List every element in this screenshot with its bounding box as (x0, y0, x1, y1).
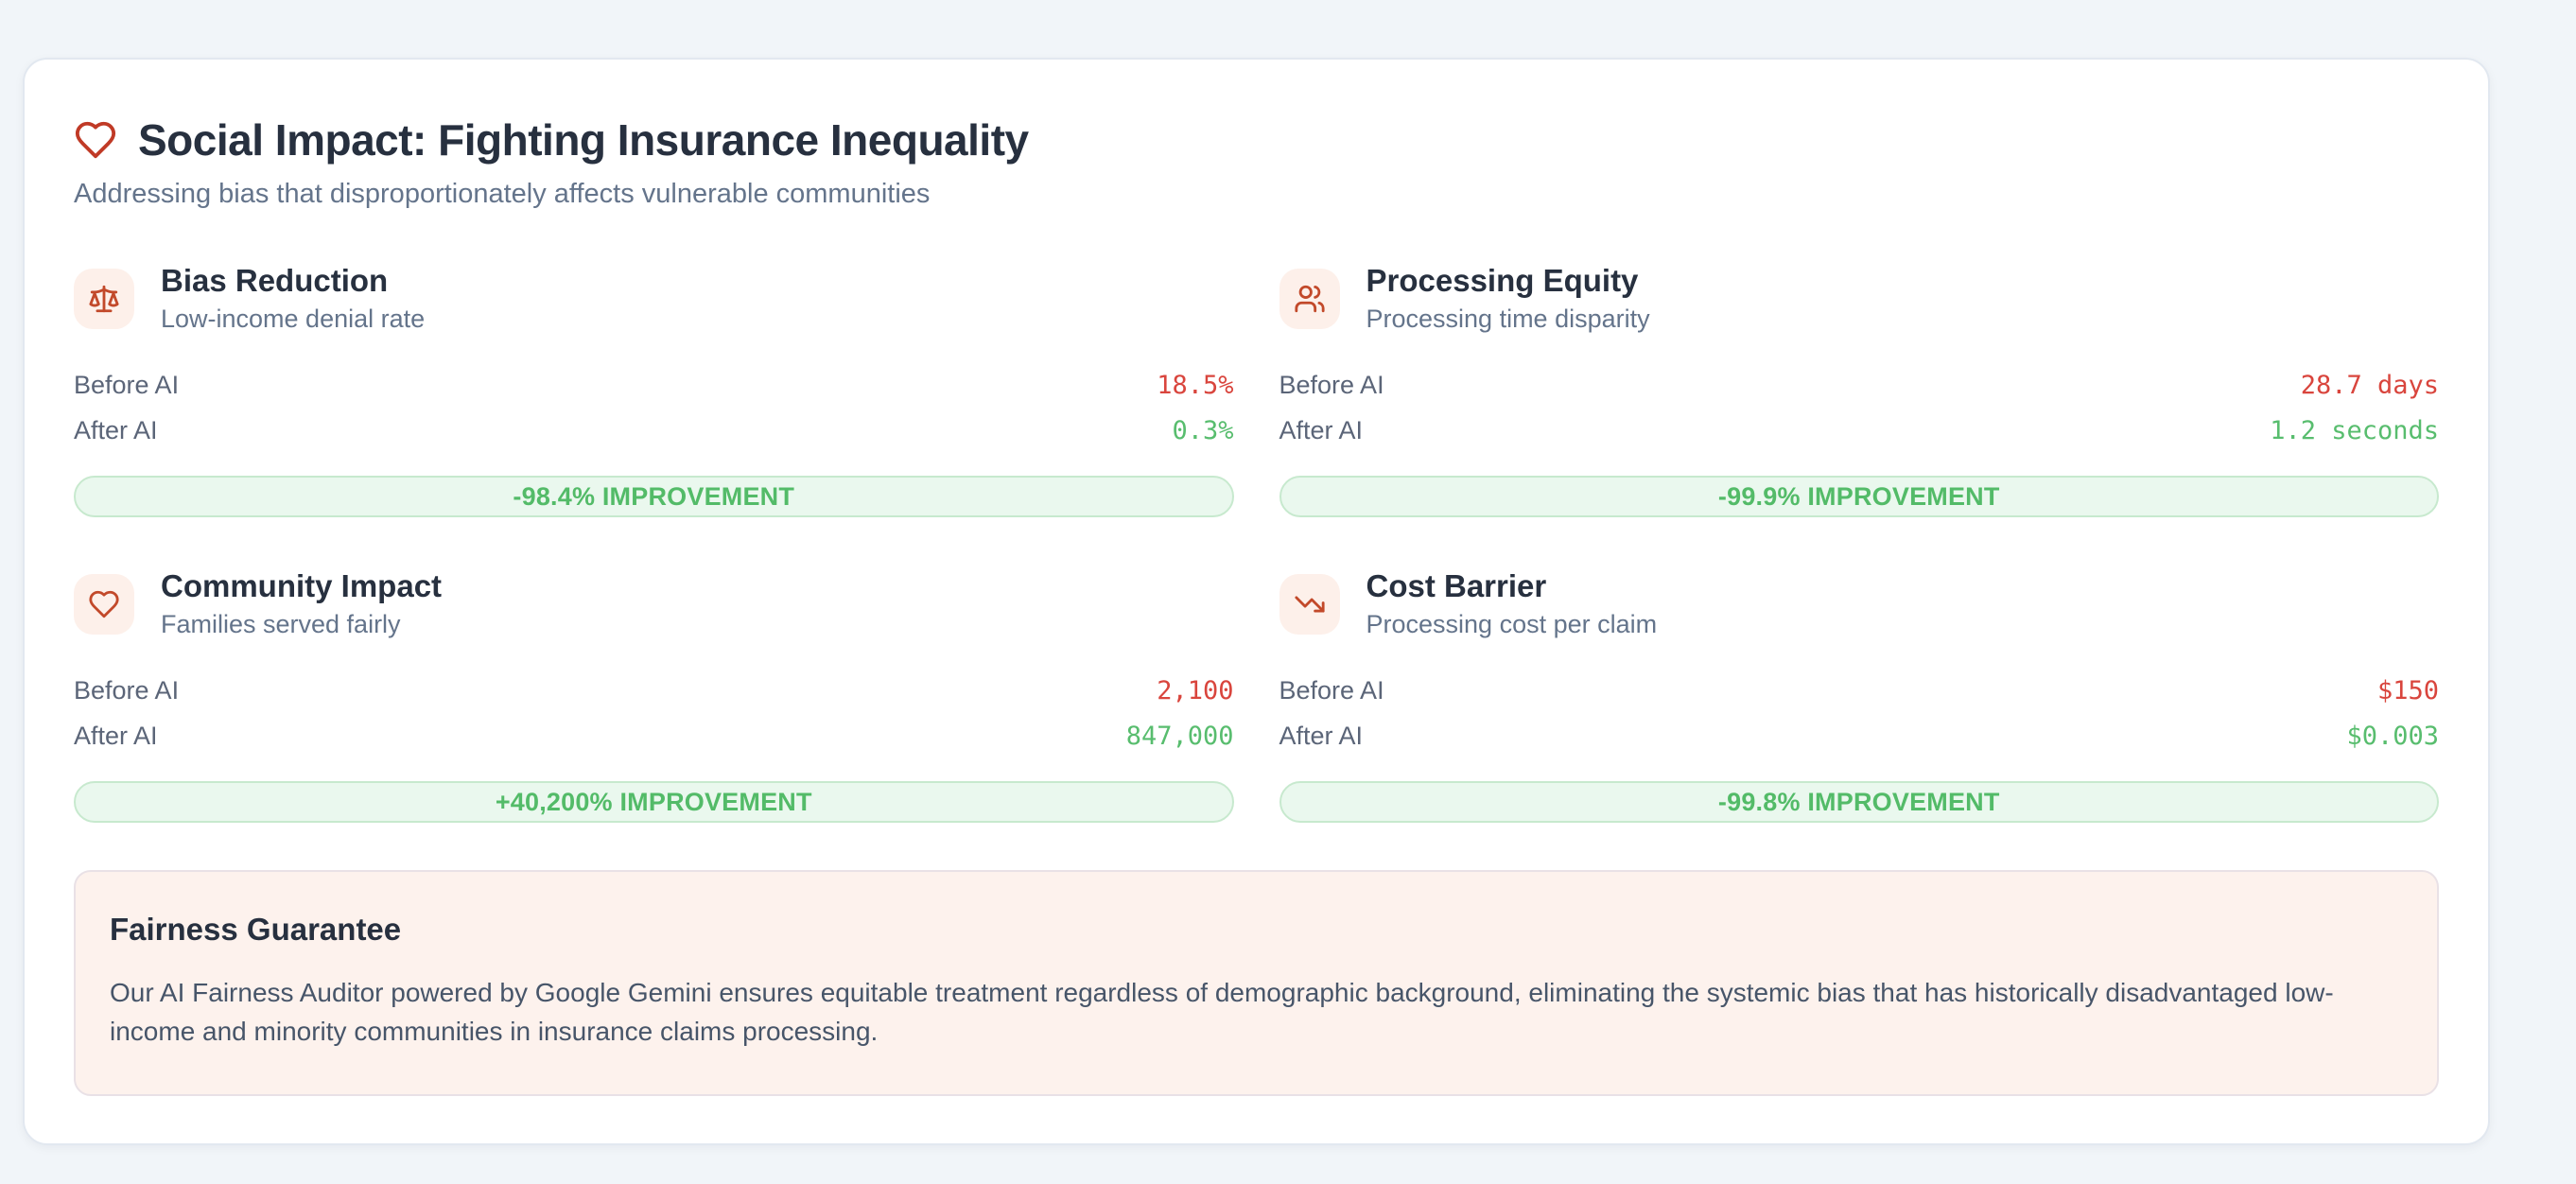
metric-title: Cost Barrier (1366, 568, 1547, 603)
metric-card-community-impact: Community Impact Families served fairly … (74, 568, 1234, 823)
metric-header: Cost Barrier Processing cost per claim (1279, 568, 2440, 639)
page-title: Social Impact: Fighting Insurance Inequa… (138, 115, 1029, 165)
before-ai-label: Before AI (1279, 675, 1384, 705)
trending-down-icon (1279, 573, 1340, 635)
after-ai-value: 0.3% (1172, 415, 1234, 445)
metric-card-bias-reduction: Bias Reduction Low-income denial rate Be… (74, 263, 1234, 517)
fairness-guarantee-box: Fairness Guarantee Our AI Fairness Audit… (74, 870, 2439, 1097)
after-ai-value: 847,000 (1125, 721, 1234, 751)
before-ai-value: $150 (2376, 675, 2439, 705)
panel-header: Social Impact: Fighting Insurance Inequa… (74, 114, 2439, 165)
metric-subtitle: Processing cost per claim (1366, 610, 1658, 638)
improvement-badge: +40,200% IMPROVEMENT (74, 781, 1234, 823)
before-ai-row: Before AI 18.5% (74, 362, 1234, 408)
metric-subtitle: Families served fairly (161, 610, 401, 638)
heart-icon (74, 573, 134, 635)
improvement-badge: -98.4% IMPROVEMENT (74, 476, 1234, 517)
after-ai-label: After AI (1279, 721, 1364, 750)
after-ai-label: After AI (1279, 415, 1364, 444)
after-ai-value: 1.2 seconds (2270, 415, 2439, 445)
after-ai-label: After AI (74, 721, 158, 750)
before-ai-row: Before AI 28.7 days (1279, 362, 2440, 408)
before-ai-value: 2,100 (1157, 675, 1234, 705)
after-ai-row: After AI 1.2 seconds (1279, 408, 2440, 453)
fairness-title: Fairness Guarantee (110, 912, 402, 947)
metric-title: Bias Reduction (161, 263, 389, 298)
after-ai-row: After AI 0.3% (74, 408, 1234, 453)
after-ai-label: After AI (74, 415, 158, 444)
before-ai-value: 28.7 days (2300, 370, 2439, 400)
before-ai-label: Before AI (74, 370, 180, 399)
before-ai-row: Before AI 2,100 (74, 668, 1234, 713)
improvement-badge: -99.8% IMPROVEMENT (1279, 781, 2439, 823)
after-ai-row: After AI 847,000 (74, 713, 1234, 758)
users-icon (1279, 268, 1340, 329)
metric-title: Community Impact (161, 568, 443, 603)
metric-card-processing-equity: Processing Equity Processing time dispar… (1279, 263, 2440, 517)
heart-icon (75, 121, 116, 159)
after-ai-value: $0.003 (2346, 721, 2439, 751)
improvement-badge: -99.9% IMPROVEMENT (1279, 476, 2439, 517)
metric-subtitle: Low-income denial rate (161, 305, 426, 333)
page-subtitle: Addressing bias that disproportionately … (74, 179, 931, 209)
metric-header: Community Impact Families served fairly (74, 568, 1234, 639)
before-ai-row: Before AI $150 (1279, 668, 2440, 713)
metric-header: Bias Reduction Low-income denial rate (74, 263, 1234, 334)
social-impact-panel: Social Impact: Fighting Insurance Inequa… (23, 58, 2490, 1146)
after-ai-row: After AI $0.003 (1279, 713, 2440, 758)
before-ai-label: Before AI (1279, 370, 1384, 399)
metric-subtitle: Processing time disparity (1366, 305, 1650, 333)
metrics-grid: Bias Reduction Low-income denial rate Be… (74, 263, 2439, 823)
metric-card-cost-barrier: Cost Barrier Processing cost per claim B… (1279, 568, 2440, 823)
before-ai-value: 18.5% (1157, 370, 1234, 400)
metric-header: Processing Equity Processing time dispar… (1279, 263, 2440, 334)
before-ai-label: Before AI (74, 675, 180, 705)
metric-title: Processing Equity (1366, 263, 1639, 298)
scale-icon (74, 268, 134, 329)
fairness-body: Our AI Fairness Auditor powered by Googl… (110, 978, 2334, 1046)
